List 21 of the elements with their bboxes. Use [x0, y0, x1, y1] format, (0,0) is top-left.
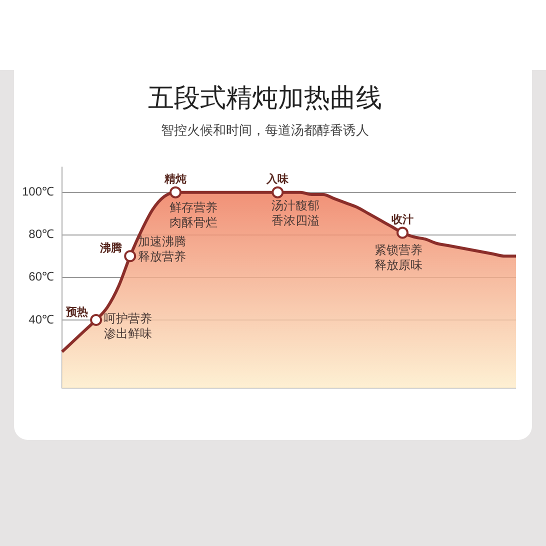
data-label: 预热	[65, 305, 88, 318]
point	[170, 186, 182, 198]
point	[272, 186, 284, 198]
data-label: 沸腾	[99, 241, 122, 254]
y-tick-label: 40℃	[28, 312, 54, 326]
point	[396, 226, 409, 239]
annotation: 紧锁营养释放原味	[374, 243, 423, 272]
annotation: 呵护营养渗出鲜味	[104, 311, 152, 340]
annotation: 汤汁馥郁香浓四溢	[272, 198, 320, 228]
data-label: 精炖	[164, 172, 187, 186]
point	[90, 314, 102, 326]
data-label: 入味	[266, 172, 290, 186]
y-tick-label: 100℃	[22, 184, 54, 199]
y-tick-label: 60℃	[28, 270, 54, 284]
annotation: 鲜存营养肉酥骨烂	[170, 200, 218, 230]
y-tick-label: 80℃	[28, 227, 54, 242]
chart-subtitle: 智控火候和时间，每道汤都醇香诱人	[161, 123, 369, 138]
chart-title: 五段式精炖加热曲线	[148, 83, 382, 114]
point	[124, 250, 136, 262]
annotation: 加速沸腾释放营养	[138, 234, 186, 264]
data-label: 收汁	[392, 213, 414, 226]
